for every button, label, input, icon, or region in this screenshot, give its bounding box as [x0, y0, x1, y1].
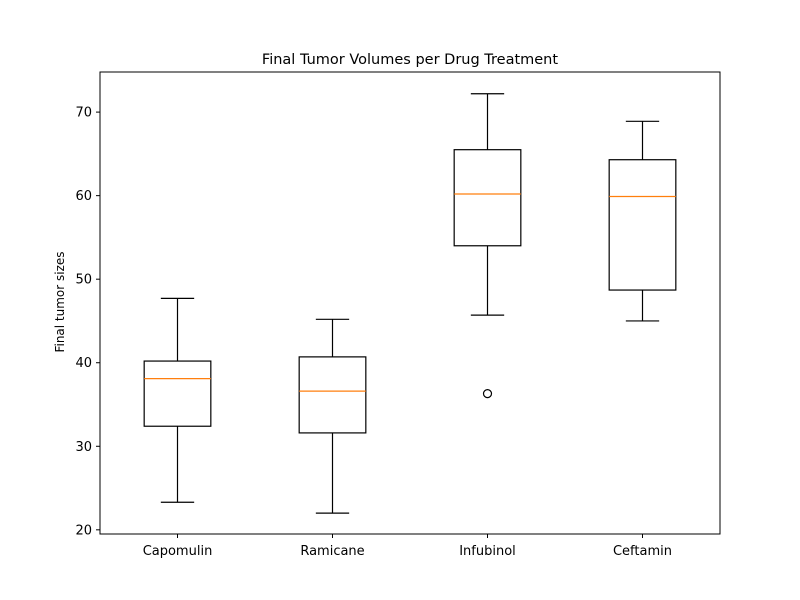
outlier-point	[482, 389, 493, 399]
y-axis-label: Final tumor sizes	[53, 251, 67, 352]
y-tick-label: 30	[75, 440, 92, 455]
plot-area: 20 30 40 50 60 70 Capomulin Ramicane Infubinol Ce…	[75, 71, 721, 559]
y-tick-label: 60	[75, 189, 92, 204]
y-tick-label: 20	[75, 523, 92, 538]
box-infubinol	[453, 149, 522, 247]
y-tick-label: 70	[75, 106, 92, 121]
chart-title: Final Tumor Volumes per Drug Treatment	[262, 52, 558, 68]
x-tick-label: Ramicane	[300, 544, 364, 559]
x-tick-label: Ceftamin	[613, 544, 672, 559]
x-tick-label: Infubinol	[459, 544, 516, 559]
axes-frame	[99, 71, 721, 535]
box-ramicane	[298, 356, 367, 434]
x-tick-label: Capomulin	[143, 544, 213, 559]
y-tick-label: 50	[75, 273, 92, 288]
box-ceftamin	[608, 159, 677, 291]
y-tick-label: 40	[75, 356, 92, 371]
box-capomulin	[143, 360, 212, 427]
